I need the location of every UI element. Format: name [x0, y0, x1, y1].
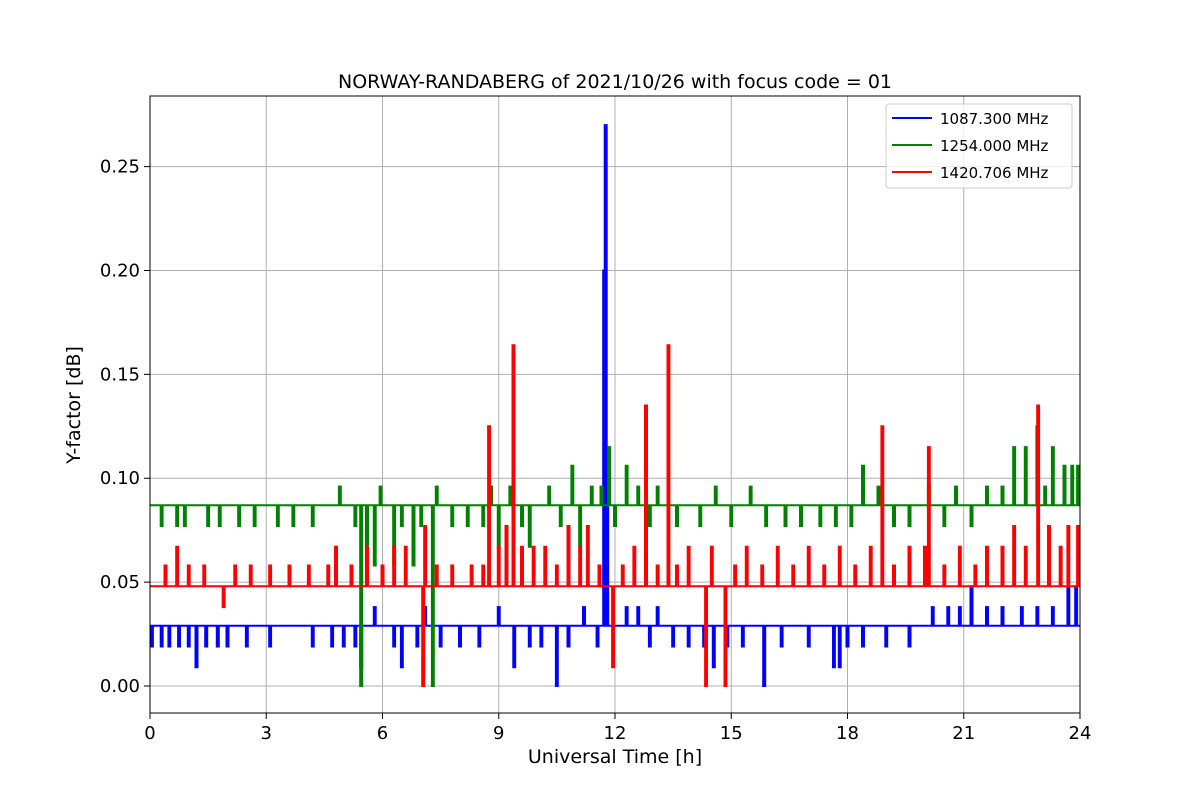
- chart-title: NORWAY-RANDABERG of 2021/10/26 with focu…: [338, 71, 892, 93]
- legend-box: [885, 103, 1073, 189]
- series-line-2: [150, 344, 1080, 687]
- x-tick-label: 6: [377, 723, 388, 744]
- x-axis-label: Universal Time [h]: [528, 746, 702, 768]
- legend-label-1420: 1420.706 MHz: [940, 164, 1049, 182]
- y-axis-label: Y-factor [dB]: [63, 346, 85, 465]
- x-tick-label: 9: [493, 723, 504, 744]
- y-axis: 0.00 0.05 0.10 0.15 0.20 0.25: [100, 157, 150, 697]
- y-tick-label: 0.25: [100, 157, 140, 178]
- y-tick-label: 0.15: [100, 364, 140, 385]
- x-tick-label: 0: [144, 723, 155, 744]
- x-tick-label: 24: [1069, 723, 1092, 744]
- x-tick-label: 21: [952, 723, 975, 744]
- y-tick-label: 0.05: [100, 572, 140, 593]
- y-tick-label: 0.20: [100, 261, 140, 282]
- x-tick-label: 12: [604, 723, 627, 744]
- y-tick-label: 0.10: [100, 468, 140, 489]
- series-line-1: [150, 425, 1080, 687]
- y-tick-label: 0.00: [100, 676, 140, 697]
- x-tick-label: 15: [720, 723, 743, 744]
- legend-label-1087: 1087.300 MHz: [940, 110, 1049, 128]
- plot-lines: [150, 124, 1080, 687]
- series-line-0: [150, 124, 1080, 687]
- x-tick-label: 18: [836, 723, 859, 744]
- legend-label-1254: 1254.000 MHz: [940, 137, 1049, 155]
- legend: 1087.300 MHz 1254.000 MHz 1420.706 MHz: [885, 103, 1073, 189]
- x-axis: 0 3 6 9 12 15 18 21 24: [144, 713, 1091, 744]
- x-tick-label: 3: [261, 723, 272, 744]
